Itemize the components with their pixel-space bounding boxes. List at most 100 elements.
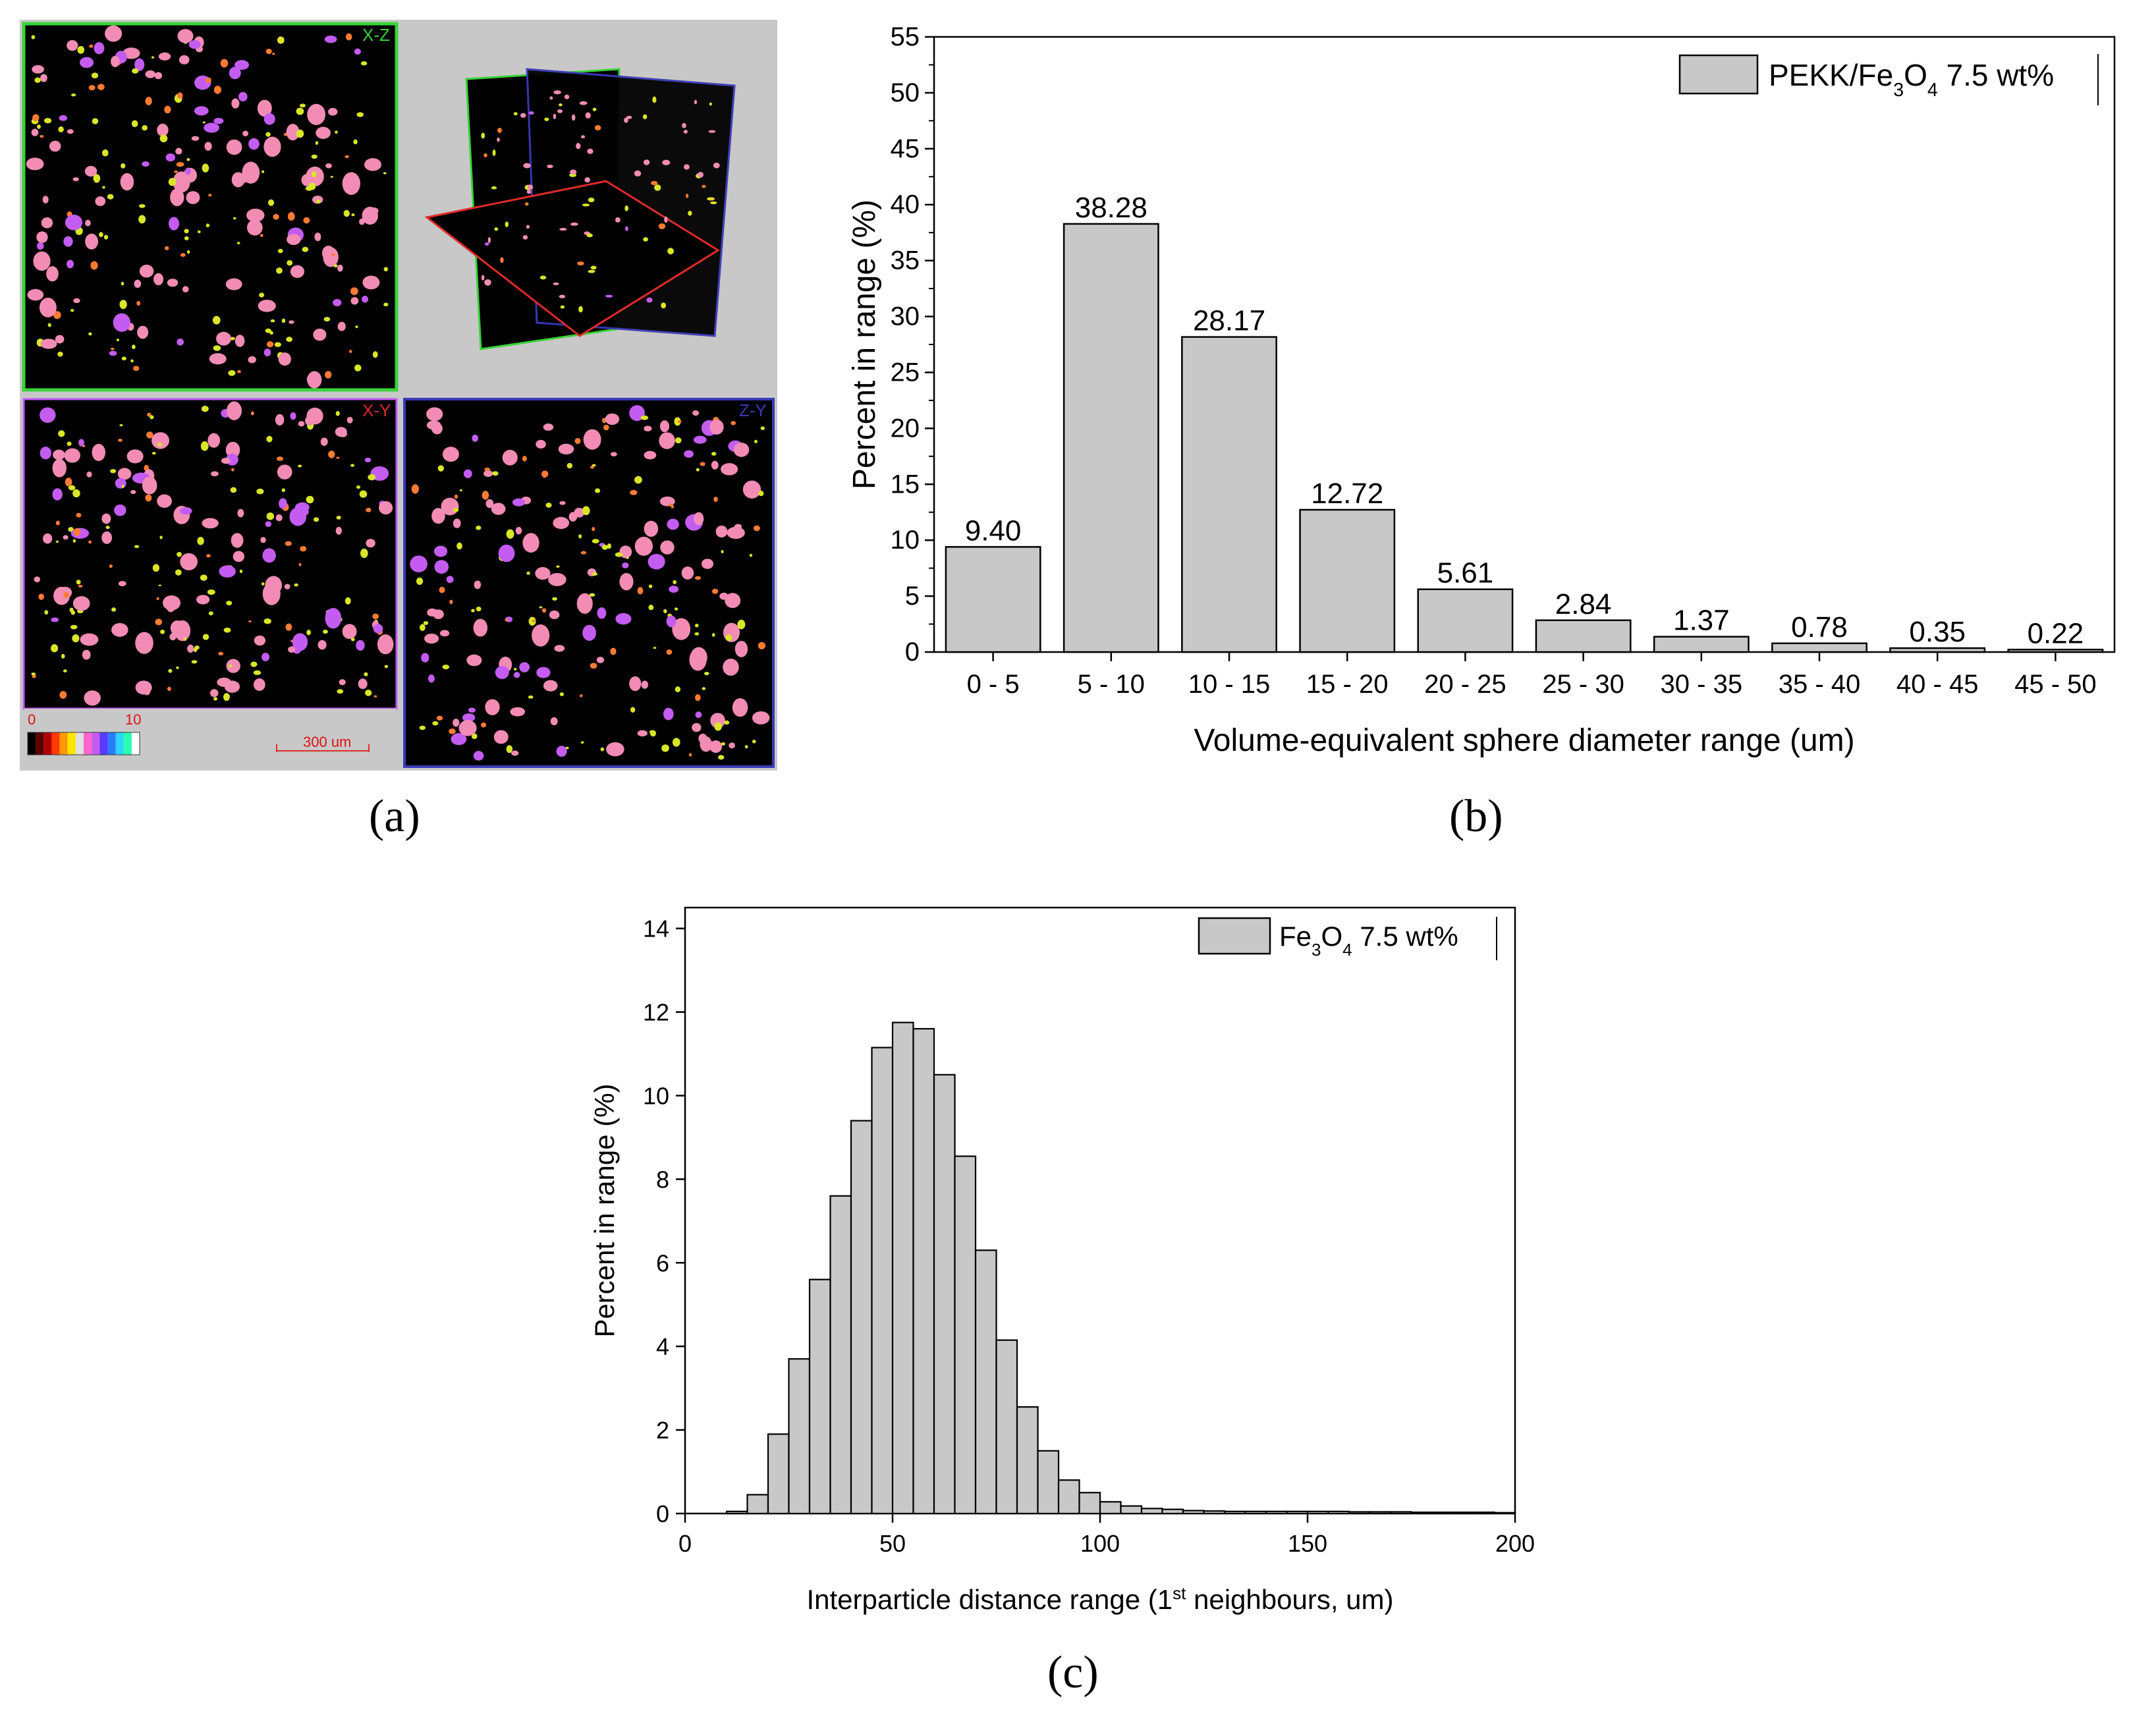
particle — [549, 96, 553, 100]
y-tick-label: 0 — [905, 638, 920, 667]
particle — [648, 584, 653, 589]
bar-value-label: 0.78 — [1791, 611, 1848, 643]
bar — [1063, 223, 1159, 653]
particle — [681, 566, 694, 580]
particle — [426, 407, 443, 422]
particle — [135, 632, 153, 654]
particle — [65, 478, 72, 487]
particle — [476, 606, 482, 612]
particle — [202, 121, 206, 124]
particle — [32, 114, 40, 122]
particle — [526, 190, 532, 194]
view-xz[interactable] — [22, 22, 399, 392]
particle — [725, 634, 732, 641]
particle — [42, 196, 49, 204]
particle — [315, 141, 319, 145]
particle — [600, 747, 604, 751]
particle — [725, 593, 741, 609]
particle — [649, 730, 653, 734]
legend-text: O — [1904, 58, 1927, 92]
view-xy[interactable] — [22, 398, 398, 768]
legend-swatch[interactable] — [1678, 54, 1759, 95]
particle — [40, 447, 51, 460]
particle — [427, 608, 438, 617]
particle — [500, 257, 504, 263]
particle — [246, 219, 263, 236]
particle — [700, 736, 712, 752]
histogram-bar — [1327, 1510, 1350, 1515]
particle — [335, 411, 340, 416]
particle — [693, 435, 707, 444]
particle — [105, 25, 123, 42]
particle — [76, 512, 82, 518]
particle — [688, 211, 692, 216]
particle — [471, 733, 478, 740]
particle — [286, 337, 293, 342]
particle — [354, 364, 362, 371]
particle — [118, 581, 126, 587]
particle — [157, 443, 163, 447]
particle — [442, 447, 459, 462]
particle — [513, 668, 517, 671]
particle — [132, 68, 139, 74]
particle — [554, 645, 565, 652]
particle — [592, 539, 599, 544]
particle — [453, 518, 461, 528]
particle — [183, 637, 187, 641]
y-axis-label: Percent in range (%) — [847, 200, 882, 489]
particle — [55, 520, 60, 526]
particle — [667, 518, 679, 530]
particle — [624, 205, 629, 211]
particle — [142, 476, 157, 495]
particle — [223, 693, 230, 701]
particle — [532, 619, 536, 622]
particle — [283, 132, 287, 136]
particle — [615, 217, 621, 223]
particle — [277, 36, 285, 44]
y-tick-label: 4 — [656, 1333, 669, 1360]
particle — [557, 109, 563, 113]
particle — [226, 139, 242, 155]
legend-swatch[interactable] — [1198, 917, 1271, 955]
particle — [51, 617, 59, 622]
particle — [120, 173, 134, 191]
view-zy[interactable] — [403, 398, 775, 768]
particle — [586, 233, 593, 238]
particle — [152, 564, 160, 572]
bar — [1181, 336, 1277, 653]
particle — [67, 441, 72, 447]
particle — [571, 114, 576, 121]
bar — [1299, 508, 1396, 653]
particle — [103, 234, 109, 240]
particle — [550, 717, 558, 726]
particle — [570, 222, 578, 226]
particle — [72, 596, 90, 611]
particle — [67, 129, 74, 134]
particle — [673, 580, 677, 585]
histogram-bar — [1057, 1479, 1080, 1515]
legend-text: 7.5 wt% — [1352, 921, 1458, 952]
particle — [355, 325, 358, 329]
particle — [522, 533, 539, 553]
particle — [711, 633, 715, 637]
particle — [524, 202, 529, 206]
particle — [383, 172, 387, 175]
particle — [287, 234, 301, 246]
particle — [253, 670, 262, 675]
particle — [92, 118, 99, 124]
particle — [587, 148, 594, 154]
particle — [419, 624, 426, 632]
particle — [684, 450, 694, 458]
bar — [2007, 649, 2104, 653]
particle — [569, 169, 577, 175]
particle — [52, 488, 63, 501]
histogram-bar — [767, 1433, 790, 1515]
view-3d[interactable] — [404, 24, 773, 390]
colorbar-swatch — [84, 732, 92, 755]
particle — [89, 44, 94, 48]
particle — [559, 692, 564, 697]
particle — [711, 460, 719, 470]
particle — [40, 74, 47, 82]
particle — [434, 560, 449, 574]
particle — [652, 96, 657, 103]
